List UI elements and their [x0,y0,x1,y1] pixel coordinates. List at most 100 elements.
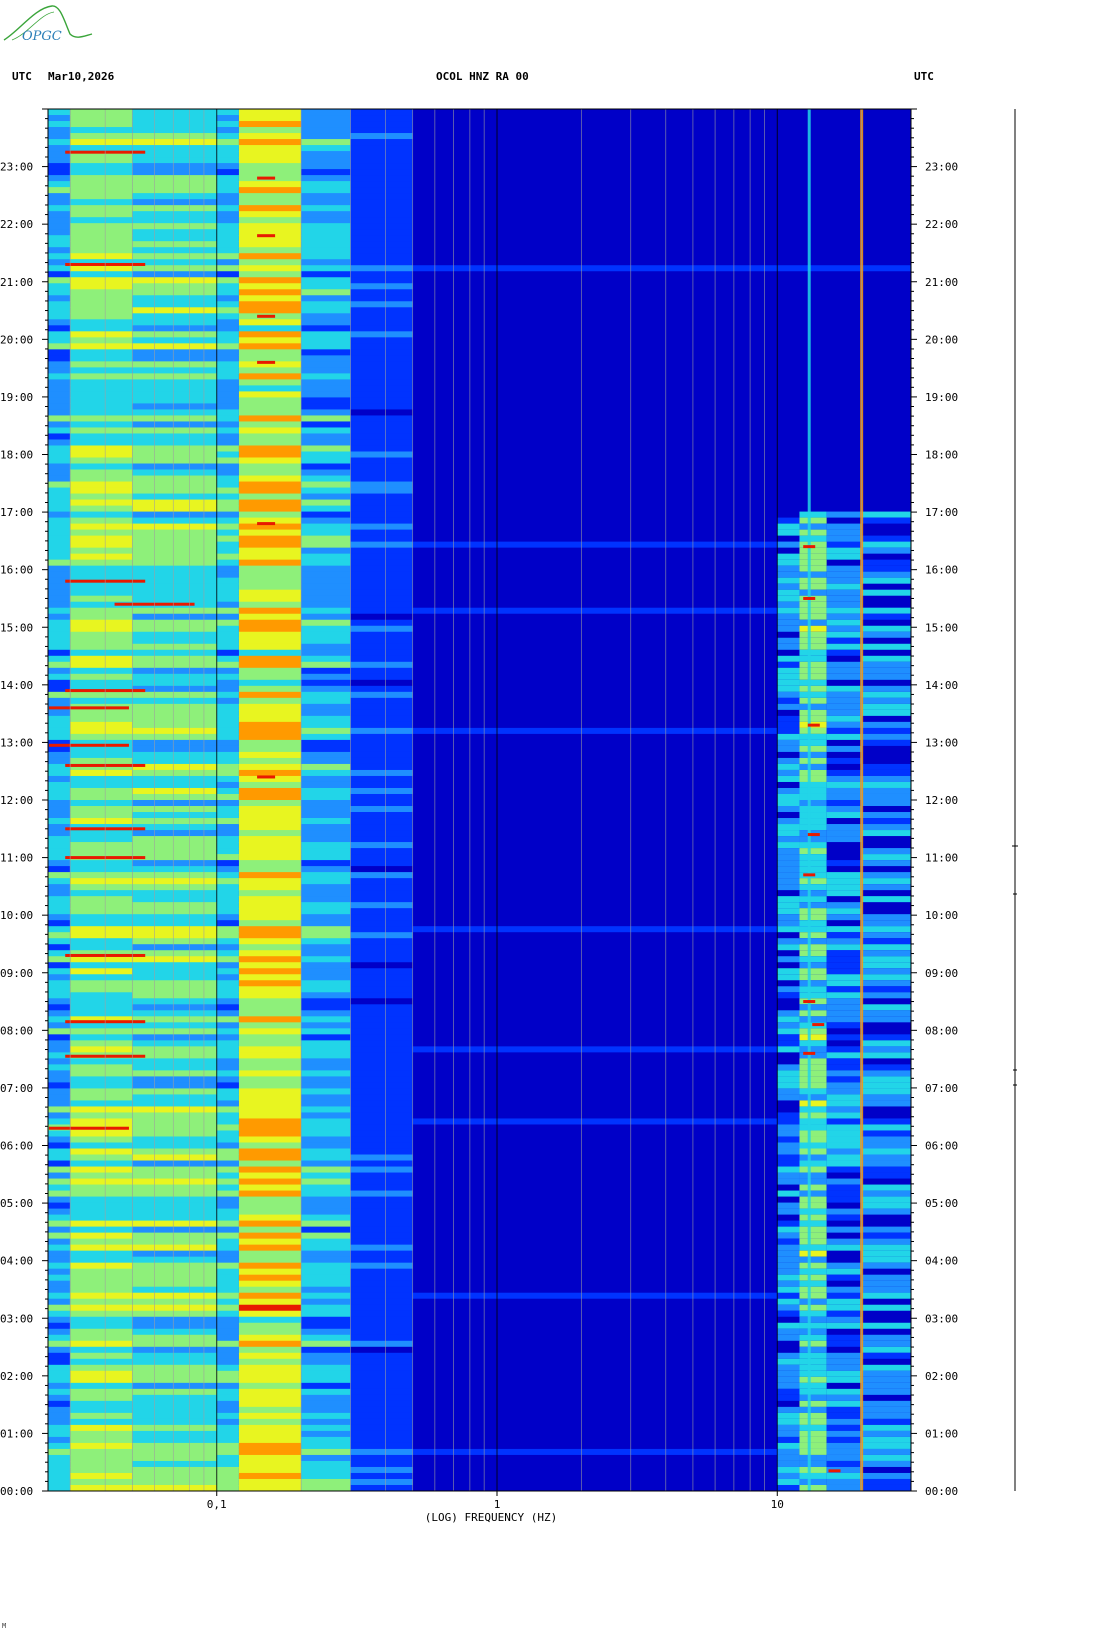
spectrogram-cell [799,974,827,981]
spectrogram-cell [216,842,239,849]
spectrogram-cell [132,409,217,417]
spectrogram-cell [412,175,911,182]
spectrogram-cell [350,565,413,573]
spectrogram-cell [70,121,133,128]
spectrogram-cell [48,613,71,621]
hot-event [803,873,816,877]
spectrogram-cell [799,775,827,783]
spectrogram-cell [70,649,133,657]
spectrogram-cell [132,1136,217,1144]
spectrogram-cell [799,1142,827,1150]
spectrogram-cell [412,1388,911,1396]
spectrogram-cell [132,1046,217,1053]
spectrogram-cell [238,559,302,567]
spectrogram-cell [216,818,239,825]
spectrogram-cell [861,577,911,585]
spectrogram-cell [132,271,217,278]
spectrogram-cell [861,1346,911,1354]
spectrogram-cell [777,1358,800,1366]
spectrogram-cell [70,145,133,152]
spectrogram-cell [238,265,302,272]
spectrogram-cell [412,385,911,393]
spectrogram-cell [301,1130,351,1138]
spectrogram-cell [350,745,413,753]
spectrogram-cell [826,1262,862,1270]
spectrogram-cell [132,1106,217,1114]
spectrogram-cell [799,709,827,717]
spectrogram-cell [48,643,71,651]
spectrogram-cell [826,926,862,933]
spectrogram-cell [48,1208,71,1216]
spectrogram-cell [216,1190,239,1198]
spectrogram-cell [412,265,911,272]
spectrogram-cell [350,583,413,591]
spectrogram-cell [216,115,239,122]
spectrogram-cell [350,854,413,861]
spectrogram-cell [350,938,413,945]
spectrogram-cell [70,1328,133,1336]
spectrogram-cell [350,1412,413,1420]
spectrogram-cell [861,884,911,891]
spectrogram-cell [238,115,302,122]
spectrogram-cell [412,974,911,981]
spectrogram-cell [799,812,827,819]
spectrogram-cell [350,553,413,561]
spectrogram-cell [238,890,302,897]
spectrogram-cell [799,679,827,687]
spectrogram-cell [412,301,911,308]
x-axis-ticks: 0,1 1 10 [207,1491,784,1511]
spectrogram-cell [412,1268,911,1276]
spectrogram-cell [132,1148,217,1156]
spectrogram-cell [301,463,351,471]
spectrogram-cell [70,133,133,140]
spectrogram-cell [70,385,133,393]
spectrogram-cell [799,565,827,573]
spectrogram-cell [238,1088,302,1096]
spectrogram-cell [238,1118,302,1126]
spectrogram-cell [132,583,217,591]
spectrogram-cell [301,229,351,236]
spectrogram-cell [238,571,302,579]
spectrogram-cell [412,487,911,495]
spectrogram-cell [350,1394,413,1402]
spectrogram-cell [301,1454,351,1462]
spectrogram-cell [70,938,133,945]
spectrogram-cell [132,1214,217,1222]
spectrogram-cell [132,673,217,681]
spectrogram-cell [301,127,351,134]
spectrogram-cell [826,1388,862,1396]
spectrogram-cell [412,403,911,411]
spectrogram-cell [216,1466,239,1474]
spectrogram-cell [132,487,217,495]
spectrogram-cell [301,469,351,477]
spectrogram-cell [412,1292,911,1300]
spectrogram-cell [132,944,217,951]
spectrogram-cell [70,896,133,903]
spectrogram-cell [350,1340,413,1348]
spectrogram-cell [301,1448,351,1456]
spectrogram-cell [301,1148,351,1156]
spectrogram-cell [412,998,911,1005]
spectrogram-cell [412,1256,911,1264]
spectrogram-cell [350,1316,413,1324]
spectrogram-cell [861,631,911,639]
spectrogram-cell [412,1460,911,1468]
spectrogram-cell [48,331,71,338]
spectrogram-cell [301,673,351,681]
spectrogram-cell [70,655,133,663]
spectrogram-cell [826,1142,862,1150]
spectrogram-cell [238,1046,302,1053]
spectrogram-cell [48,1214,71,1222]
spectrogram-cell [48,848,71,855]
spectrogram-cell [826,733,862,741]
spectrogram-cell [301,571,351,579]
spectrogram-cell [216,1196,239,1204]
spectrogram-cell [216,787,239,795]
spectrogram-cell [777,1124,800,1132]
spectrogram-cell [238,499,302,507]
spectrogram-cell [238,361,302,368]
spectrogram-cell [301,157,351,164]
spectrogram-cell [301,361,351,368]
spectrogram-cell [48,781,71,789]
spectrogram-cell [70,998,133,1005]
